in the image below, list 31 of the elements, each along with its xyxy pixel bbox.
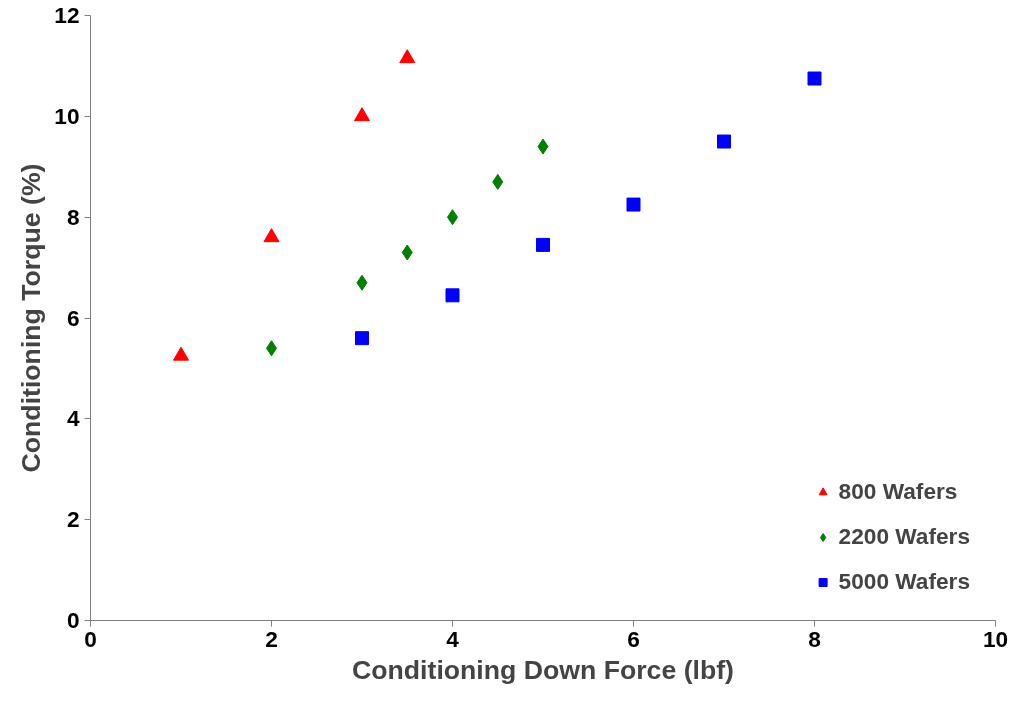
point bbox=[354, 107, 370, 122]
point bbox=[263, 228, 280, 243]
legend-label: 800 Wafers bbox=[838, 478, 958, 505]
y-tick-label: 2 bbox=[66, 506, 80, 533]
y-tick-label: 4 bbox=[66, 405, 80, 432]
point bbox=[626, 197, 641, 212]
point bbox=[399, 49, 416, 64]
point bbox=[536, 237, 550, 252]
y-axis-title: Conditioning Torque (%) bbox=[16, 163, 47, 473]
point bbox=[717, 134, 731, 149]
x-tick-label: 6 bbox=[627, 625, 640, 652]
point bbox=[537, 138, 549, 155]
point bbox=[356, 274, 368, 291]
y-tick-label: 10 bbox=[54, 102, 80, 129]
point bbox=[807, 71, 822, 86]
x-tick-label: 4 bbox=[446, 625, 460, 652]
point bbox=[401, 244, 413, 261]
y-tick-label: 8 bbox=[66, 203, 80, 230]
y-tick-label: 6 bbox=[66, 304, 80, 331]
point bbox=[492, 173, 504, 190]
point bbox=[355, 331, 369, 346]
point bbox=[445, 288, 460, 303]
y-tick-label: 0 bbox=[66, 607, 80, 633]
x-tick-label: 10 bbox=[982, 625, 1009, 652]
x-tick-label: 2 bbox=[265, 625, 278, 652]
y-tick-label: 12 bbox=[54, 2, 80, 28]
x-tick-label: 8 bbox=[808, 625, 821, 652]
x-tick-label: 0 bbox=[84, 625, 97, 652]
legend-label: 2200 Wafers bbox=[838, 523, 970, 550]
legend-label: 5000 Wafers bbox=[838, 568, 970, 595]
x-axis-title: Conditioning Down Force (lbf) bbox=[352, 654, 734, 685]
